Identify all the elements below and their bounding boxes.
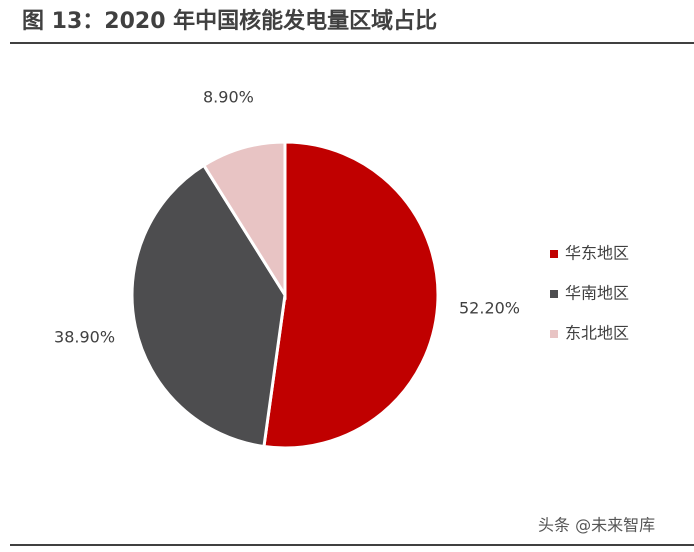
pie-slice (262, 140, 440, 450)
data-label: 38.90% (54, 327, 115, 346)
legend-swatch (550, 250, 558, 258)
legend-swatch (550, 330, 558, 338)
legend-label: 东北地区 (565, 324, 629, 343)
legend-label: 华东地区 (565, 244, 629, 263)
chart-title: 图 13：2020 年中国核能发电量区域占比 (22, 8, 437, 34)
data-label: 52.20% (459, 299, 520, 318)
watermark: 头条 @未来智库 (538, 516, 655, 535)
pie-slice (201, 140, 287, 301)
legend-label: 华南地区 (565, 284, 629, 303)
data-label: 8.90% (203, 87, 254, 106)
legend-swatch (550, 290, 558, 298)
